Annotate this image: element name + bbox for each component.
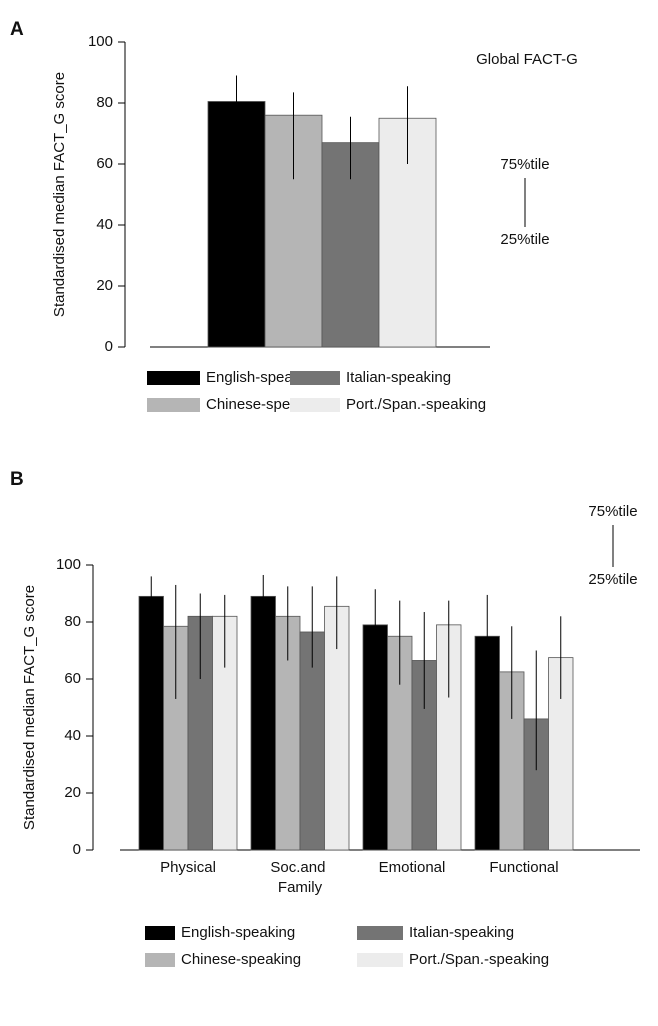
bar: [207, 101, 266, 348]
panel-label: B: [10, 469, 24, 490]
x-tick-label: Functional: [489, 859, 558, 876]
legend-swatch: [357, 953, 403, 967]
y-tick-label: 100: [88, 33, 113, 50]
bar: [250, 595, 276, 851]
legend-label: Chinese-speaking: [181, 951, 301, 968]
legend-swatch: [147, 371, 200, 385]
key-lower: 25%tile: [588, 571, 637, 588]
x-tick-label: Physical: [160, 859, 216, 876]
x-tick-label: Soc.and Family: [270, 859, 329, 896]
y-tick-label: 40: [64, 727, 81, 744]
bar: [138, 595, 164, 851]
key-upper: 75%tile: [588, 503, 637, 520]
panel-label: A: [10, 19, 24, 40]
key-lower: 25%tile: [500, 231, 549, 248]
y-tick-label: 80: [96, 94, 113, 111]
x-tick-label: Emotional: [379, 859, 446, 876]
legend-swatch: [147, 398, 200, 412]
y-tick-label: 100: [56, 556, 81, 573]
legend-swatch: [290, 398, 340, 412]
legend-swatch: [357, 926, 403, 940]
annotation: Global FACT-G: [476, 51, 578, 68]
y-tick-label: 40: [96, 216, 113, 233]
legend-swatch: [145, 953, 175, 967]
y-axis-label: Standardised median FACT_G score: [51, 72, 68, 317]
y-tick-label: 60: [64, 670, 81, 687]
bar: [362, 624, 388, 851]
y-tick-label: 20: [96, 277, 113, 294]
key-upper: 75%tile: [500, 156, 549, 173]
legend-label: English-speaking: [181, 924, 295, 941]
legend-label: Italian-speaking: [409, 924, 514, 941]
y-axis-label: Standardised median FACT_G score: [21, 585, 38, 830]
bar: [474, 635, 500, 851]
legend-label: Port./Span.-speaking: [409, 951, 549, 968]
legend-label: Italian-speaking: [346, 369, 451, 386]
y-tick-label: 60: [96, 155, 113, 172]
legend-swatch: [145, 926, 175, 940]
legend-label: Port./Span.-speaking: [346, 396, 486, 413]
y-tick-label: 20: [64, 784, 81, 801]
y-tick-label: 80: [64, 613, 81, 630]
y-tick-label: 0: [73, 841, 81, 858]
legend-swatch: [290, 371, 340, 385]
y-tick-label: 0: [105, 338, 113, 355]
